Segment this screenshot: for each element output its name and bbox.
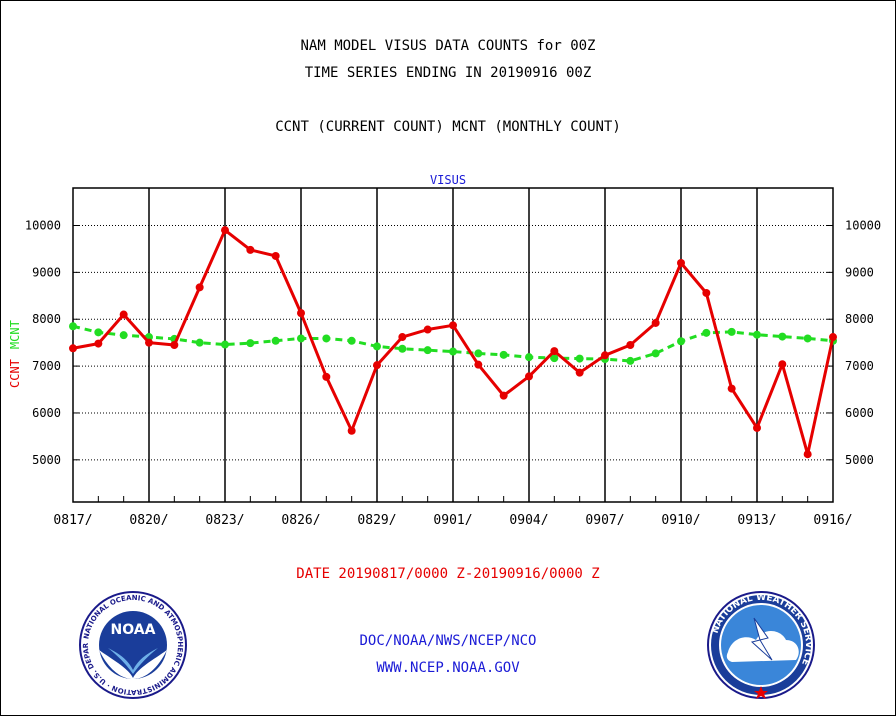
data-point-ccnt [601,351,609,360]
data-point-mcnt [398,344,407,353]
x-tick-label: 0820/ [129,513,168,528]
data-point-mcnt [119,331,128,340]
x-tick-label: 0823/ [205,513,244,528]
y-tick-label-right: 10000 [845,218,881,232]
y-axis-label-mcnt: MCNT [8,320,22,349]
data-point-mcnt [474,349,483,358]
data-point-mcnt [69,322,77,331]
date-range-label: DATE 20190817/0000 Z-20190916/0000 Z [296,566,600,582]
noaa-logo-text: NOAA [111,622,156,638]
x-tick-label: 0829/ [357,513,396,528]
data-point-mcnt [803,334,812,343]
series-layer [69,226,837,459]
data-point-ccnt [727,384,736,393]
nws-logo: NATIONAL WEATHER SERVICE [707,591,815,699]
axes-layer: 0817/0820/0823/0826/0829/0901/0904/0907/… [25,187,881,528]
y-tick-label-left: 9000 [32,265,61,279]
data-point-mcnt [550,354,559,363]
data-point-mcnt [449,347,457,356]
data-point-ccnt [373,361,381,370]
chart-title-line-2: TIME SERIES ENDING IN 20190916 00Z [304,65,592,81]
data-point-mcnt [677,337,685,346]
data-point-mcnt [221,340,229,349]
data-point-ccnt [119,310,128,319]
data-point-mcnt [94,328,103,337]
data-point-mcnt [246,339,255,348]
data-point-mcnt [651,349,660,358]
data-point-ccnt [702,288,711,297]
data-point-mcnt [347,336,356,345]
data-point-ccnt [550,347,559,356]
y-tick-label-left: 5000 [32,453,61,467]
data-point-ccnt [626,341,635,349]
y-tick-label-left: 8000 [32,312,61,326]
x-tick-label: 0916/ [813,513,852,528]
data-point-ccnt [195,283,204,292]
data-point-mcnt [322,334,331,343]
data-point-ccnt [69,344,77,353]
data-point-ccnt [778,360,787,369]
y-tick-label-right: 8000 [845,312,874,326]
data-point-mcnt [195,338,204,347]
data-point-ccnt [651,318,660,327]
org-path-label: DOC/NOAA/NWS/NCEP/NCO [359,633,537,649]
x-tick-label: 0817/ [53,513,92,528]
data-point-ccnt [449,321,457,330]
data-point-mcnt [525,353,533,362]
data-point-mcnt [423,346,432,355]
y-tick-label-right: 7000 [845,359,874,373]
data-point-mcnt [297,334,305,343]
y-axis-label-text: CCNT MCNT [8,320,22,388]
y-tick-label-right: 6000 [845,406,874,420]
x-tick-label: 0904/ [509,513,548,528]
chart-title-line-1: NAM MODEL VISUS DATA COUNTS for 00Z [300,38,596,54]
y-tick-label-left: 7000 [32,359,61,373]
panel-title-visus: VISUS [430,173,466,187]
data-point-ccnt [145,338,153,347]
y-tick-label-right: 9000 [845,265,874,279]
data-point-mcnt [271,336,280,345]
data-point-ccnt [221,226,229,235]
y-tick-label-left: 6000 [32,406,61,420]
data-point-ccnt [677,258,685,267]
data-point-ccnt [246,245,255,254]
data-point-ccnt [753,423,761,432]
x-tick-label: 0826/ [281,513,320,528]
website-link[interactable]: WWW.NCEP.NOAA.GOV [376,660,520,676]
data-point-mcnt [499,350,508,359]
y-axis-label: CCNT MCNT [8,320,22,388]
data-point-mcnt [626,356,635,365]
data-point-mcnt [575,354,584,363]
y-tick-label-right: 5000 [845,453,874,467]
x-tick-label: 0901/ [433,513,472,528]
data-point-ccnt [94,339,103,348]
data-point-ccnt [398,333,407,342]
data-point-ccnt [170,341,179,349]
data-point-ccnt [829,333,837,342]
data-point-ccnt [499,391,508,400]
data-point-mcnt [778,332,787,341]
data-point-ccnt [271,251,280,260]
data-point-ccnt [525,372,533,381]
data-point-ccnt [322,372,331,381]
data-point-mcnt [727,327,736,336]
data-point-ccnt [297,309,305,318]
x-tick-label: 0913/ [737,513,776,528]
data-point-ccnt [474,360,483,369]
y-tick-label-left: 10000 [25,218,61,232]
grid-layer [73,188,833,502]
noaa-logo: NATIONAL OCEANIC AND ATMOSPHERIC ADMINIS… [78,590,187,699]
data-point-ccnt [803,450,812,459]
data-point-ccnt [347,426,356,435]
data-point-ccnt [423,325,432,334]
data-point-mcnt [702,328,711,337]
data-point-mcnt [373,342,381,351]
data-point-ccnt [575,368,584,377]
x-tick-label: 0907/ [585,513,624,528]
chart-title-line-3: CCNT (CURRENT COUNT) MCNT (MONTHLY COUNT… [275,119,621,135]
y-axis-label-ccnt: CCNT [8,359,22,388]
data-point-mcnt [753,330,761,339]
x-tick-label: 0910/ [661,513,700,528]
